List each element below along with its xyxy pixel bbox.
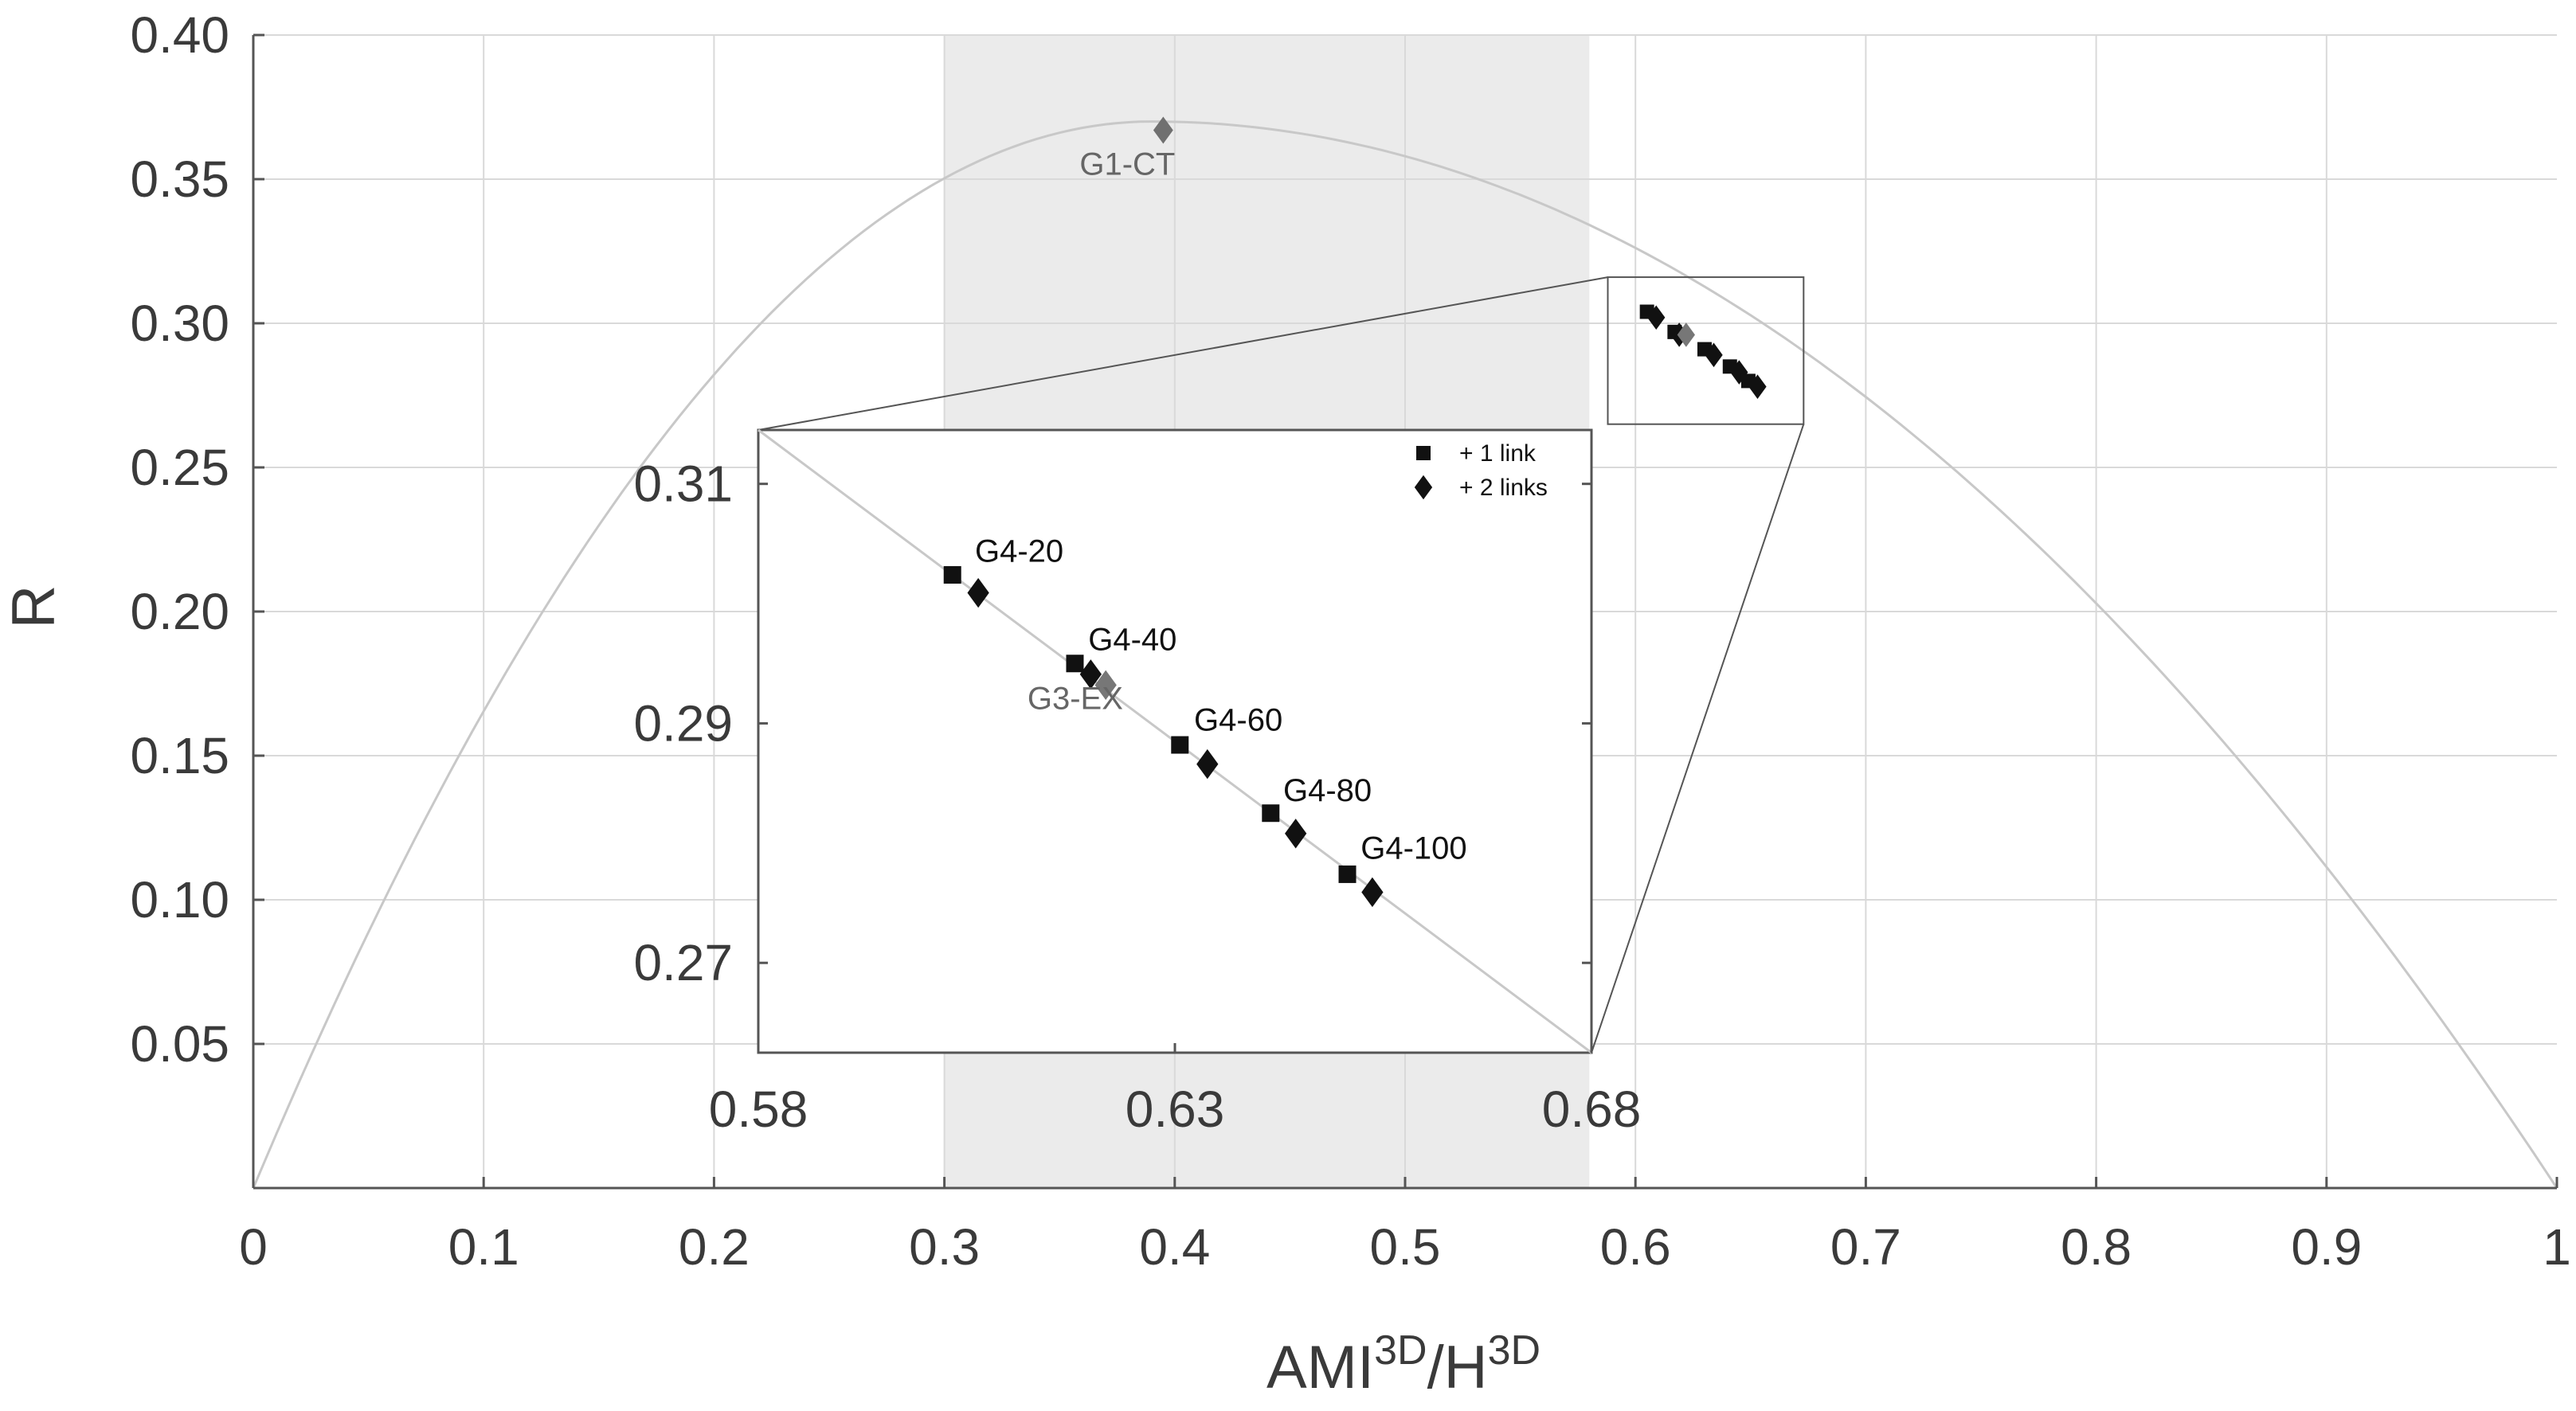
main-data-point <box>1705 342 1723 368</box>
inset-data-point <box>943 565 961 584</box>
legend-marker <box>1416 446 1431 460</box>
inset-x-tick-label: 0.68 <box>1542 1081 1642 1138</box>
x-axis-title: AMI3D/H3D <box>1266 1327 1541 1401</box>
x-tick-label: 0.1 <box>448 1218 519 1276</box>
y-tick-label: 0.20 <box>130 583 229 640</box>
x-axis-title-base: AMI <box>1266 1334 1374 1401</box>
inset-point-label: G4-80 <box>1283 773 1372 808</box>
x-tick-label: 0.2 <box>679 1218 750 1276</box>
x-tick-label: 0.5 <box>1370 1218 1441 1276</box>
x-tick-label: 0.7 <box>1830 1218 1901 1276</box>
inset-x-tick-label: 0.58 <box>709 1081 808 1138</box>
x-tick-label: 0.9 <box>2291 1218 2362 1276</box>
inset-data-point <box>1361 877 1384 908</box>
inset-x-tick-label: 0.63 <box>1126 1081 1225 1138</box>
inset-data-point <box>1338 865 1357 883</box>
main-data-points <box>1639 304 1767 399</box>
inset-data-point <box>967 577 989 608</box>
inset-y-tick-label: 0.31 <box>633 455 733 513</box>
inset-data-point <box>1094 670 1117 701</box>
inset-point-label: G4-40 <box>1088 623 1176 658</box>
y-tick-label: 0.10 <box>130 871 229 928</box>
main-data-point <box>1677 322 1695 347</box>
main-data-point <box>1748 374 1767 399</box>
x-tick-labels: 0 0.1 0.2 0.3 0.4 0.5 0.6 0.7 0.8 0.9 1 <box>239 1218 2571 1276</box>
zoom-connector <box>758 276 1608 431</box>
y-tick-label: 0.40 <box>130 6 229 64</box>
x-tick-label: 0.4 <box>1139 1218 1210 1276</box>
inset-point-label: G4-20 <box>975 534 1063 569</box>
inset-data-point <box>1262 804 1280 823</box>
y-tick-label: 0.35 <box>130 150 229 208</box>
reference-curve <box>252 120 2558 1189</box>
x-tick-label: 0.6 <box>1600 1218 1671 1276</box>
y-axis-title: R <box>0 585 68 629</box>
inset-plot: 0.58 0.63 0.68 0.31 0.29 0.27 G4-20 G4-40 G3-EX G… <box>633 428 1642 1138</box>
y-tick-label: 0.15 <box>130 727 229 784</box>
x-axis-title-superscript-2: 3D <box>1488 1327 1541 1374</box>
inset-data-point <box>1196 748 1219 780</box>
x-axis-title-superscript: 3D <box>1374 1327 1427 1374</box>
main-axes <box>252 33 2558 1190</box>
y-tick-labels: 0.05 0.10 0.15 0.20 0.25 0.30 0.35 0.40 <box>130 6 229 1073</box>
y-tick-label: 0.05 <box>130 1015 229 1073</box>
y-tick-label: 0.30 <box>130 295 229 352</box>
inset-point-label: G4-100 <box>1360 831 1466 866</box>
x-tick-label: 0 <box>239 1218 268 1276</box>
inset-data-point <box>1285 819 1307 849</box>
inset-y-tick-label: 0.27 <box>633 934 733 991</box>
y-tick-label: 0.25 <box>130 439 229 496</box>
x-axis-title-separator: /H <box>1427 1334 1488 1401</box>
inset-data-point <box>1171 736 1189 754</box>
inset-y-tick-label: 0.29 <box>633 694 733 752</box>
zoom-connector <box>1591 424 1805 1053</box>
highlight-label: G1-CT <box>1079 147 1175 182</box>
legend-marker <box>1414 475 1433 500</box>
highlight-point-group: G1-CT <box>1079 116 1175 182</box>
x-tick-label: 0.8 <box>2061 1218 2132 1276</box>
zoom-box <box>1607 276 1805 425</box>
inset-data-point <box>1066 655 1084 673</box>
inset-data-point <box>1079 659 1102 690</box>
main-data-point <box>1647 305 1666 330</box>
x-tick-label: 0.3 <box>909 1218 980 1276</box>
legend-label: + 2 links <box>1459 475 1548 501</box>
inset-point-label: G3-EX <box>1028 681 1123 716</box>
legend-label: + 1 link <box>1459 440 1537 467</box>
highlight-point <box>1153 116 1173 144</box>
x-tick-label: 1 <box>2543 1218 2571 1276</box>
zoom-indicator <box>758 276 1805 1053</box>
inset-point-label: G4-60 <box>1194 702 1282 737</box>
